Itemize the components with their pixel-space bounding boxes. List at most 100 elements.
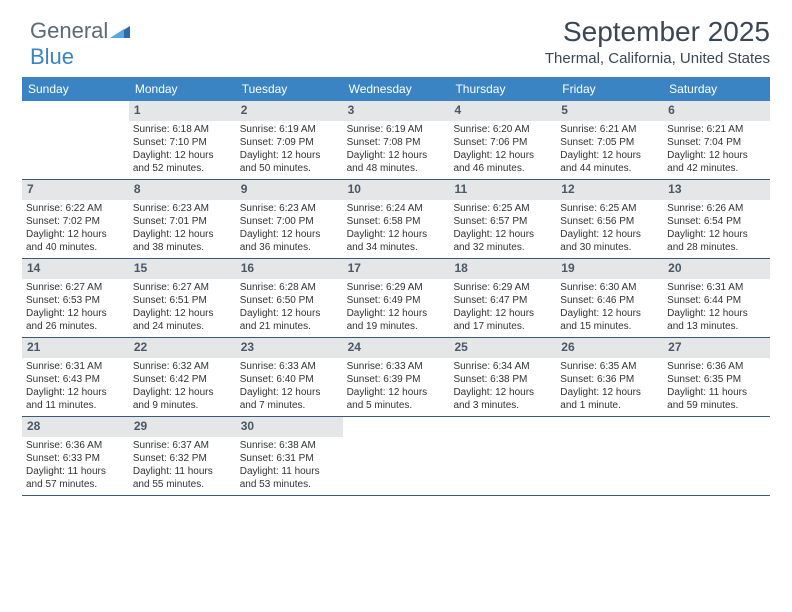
daylight-text: Daylight: 12 hours	[347, 228, 446, 241]
sunset-text: Sunset: 7:10 PM	[133, 136, 232, 149]
daylight-text: and 28 minutes.	[667, 241, 766, 254]
day-number: 21	[22, 338, 129, 358]
day-header: Wednesday	[343, 77, 450, 101]
daylight-text: and 7 minutes.	[240, 399, 339, 412]
sunset-text: Sunset: 6:31 PM	[240, 452, 339, 465]
sunrise-text: Sunrise: 6:28 AM	[240, 281, 339, 294]
day-number: 29	[129, 417, 236, 437]
sunrise-text: Sunrise: 6:32 AM	[133, 360, 232, 373]
daylight-text: Daylight: 11 hours	[667, 386, 766, 399]
day-number: 27	[663, 338, 770, 358]
week-row: 14Sunrise: 6:27 AMSunset: 6:53 PMDayligh…	[22, 259, 770, 338]
day-number: 16	[236, 259, 343, 279]
sunset-text: Sunset: 6:57 PM	[453, 215, 552, 228]
day-cell: 11Sunrise: 6:25 AMSunset: 6:57 PMDayligh…	[449, 180, 556, 258]
day-cell: 5Sunrise: 6:21 AMSunset: 7:05 PMDaylight…	[556, 101, 663, 179]
day-number: 23	[236, 338, 343, 358]
sunrise-text: Sunrise: 6:21 AM	[667, 123, 766, 136]
daylight-text: and 50 minutes.	[240, 162, 339, 175]
daylight-text: and 3 minutes.	[453, 399, 552, 412]
sunset-text: Sunset: 6:47 PM	[453, 294, 552, 307]
daylight-text: Daylight: 12 hours	[240, 386, 339, 399]
daylight-text: and 17 minutes.	[453, 320, 552, 333]
day-number: 24	[343, 338, 450, 358]
day-number: 30	[236, 417, 343, 437]
day-cell: 16Sunrise: 6:28 AMSunset: 6:50 PMDayligh…	[236, 259, 343, 337]
sunrise-text: Sunrise: 6:37 AM	[133, 439, 232, 452]
daylight-text: and 32 minutes.	[453, 241, 552, 254]
day-number: 7	[22, 180, 129, 200]
logo: General Blue	[30, 18, 130, 70]
sunset-text: Sunset: 6:32 PM	[133, 452, 232, 465]
day-cell: 26Sunrise: 6:35 AMSunset: 6:36 PMDayligh…	[556, 338, 663, 416]
day-header: Saturday	[663, 77, 770, 101]
sunrise-text: Sunrise: 6:33 AM	[347, 360, 446, 373]
daylight-text: and 11 minutes.	[26, 399, 125, 412]
day-number: 25	[449, 338, 556, 358]
daylight-text: Daylight: 12 hours	[667, 149, 766, 162]
sunset-text: Sunset: 6:35 PM	[667, 373, 766, 386]
sunset-text: Sunset: 6:36 PM	[560, 373, 659, 386]
day-cell: 14Sunrise: 6:27 AMSunset: 6:53 PMDayligh…	[22, 259, 129, 337]
day-number: 22	[129, 338, 236, 358]
day-cell: 20Sunrise: 6:31 AMSunset: 6:44 PMDayligh…	[663, 259, 770, 337]
daylight-text: and 55 minutes.	[133, 478, 232, 491]
day-cell: 7Sunrise: 6:22 AMSunset: 7:02 PMDaylight…	[22, 180, 129, 258]
day-number: 20	[663, 259, 770, 279]
sunset-text: Sunset: 6:53 PM	[26, 294, 125, 307]
sunrise-text: Sunrise: 6:30 AM	[560, 281, 659, 294]
sunrise-text: Sunrise: 6:34 AM	[453, 360, 552, 373]
sunset-text: Sunset: 6:46 PM	[560, 294, 659, 307]
day-cell	[449, 417, 556, 495]
day-number: 2	[236, 101, 343, 121]
daylight-text: Daylight: 11 hours	[240, 465, 339, 478]
daylight-text: and 48 minutes.	[347, 162, 446, 175]
day-number: 6	[663, 101, 770, 121]
calendar: Sunday Monday Tuesday Wednesday Thursday…	[22, 77, 770, 496]
sunset-text: Sunset: 7:05 PM	[560, 136, 659, 149]
sunrise-text: Sunrise: 6:38 AM	[240, 439, 339, 452]
day-header: Thursday	[449, 77, 556, 101]
daylight-text: and 53 minutes.	[240, 478, 339, 491]
day-cell: 21Sunrise: 6:31 AMSunset: 6:43 PMDayligh…	[22, 338, 129, 416]
day-header: Sunday	[22, 77, 129, 101]
day-cell: 17Sunrise: 6:29 AMSunset: 6:49 PMDayligh…	[343, 259, 450, 337]
sunrise-text: Sunrise: 6:29 AM	[347, 281, 446, 294]
day-cell: 15Sunrise: 6:27 AMSunset: 6:51 PMDayligh…	[129, 259, 236, 337]
daylight-text: Daylight: 12 hours	[240, 307, 339, 320]
sunset-text: Sunset: 7:00 PM	[240, 215, 339, 228]
day-cell: 9Sunrise: 6:23 AMSunset: 7:00 PMDaylight…	[236, 180, 343, 258]
day-cell	[663, 417, 770, 495]
day-cell: 4Sunrise: 6:20 AMSunset: 7:06 PMDaylight…	[449, 101, 556, 179]
day-cell: 25Sunrise: 6:34 AMSunset: 6:38 PMDayligh…	[449, 338, 556, 416]
day-header-row: Sunday Monday Tuesday Wednesday Thursday…	[22, 77, 770, 101]
sunrise-text: Sunrise: 6:33 AM	[240, 360, 339, 373]
week-row: 21 Sunrise: 6:31 AMSunset: 6:43 PM Dayligh…	[22, 338, 770, 417]
day-cell: 12Sunrise: 6:25 AMSunset: 6:56 PMDayligh…	[556, 180, 663, 258]
day-cell: 18Sunrise: 6:29 AMSunset: 6:47 PMDayligh…	[449, 259, 556, 337]
daylight-text: Daylight: 12 hours	[347, 307, 446, 320]
daylight-text: Daylight: 12 hours	[560, 228, 659, 241]
logo-icon	[110, 24, 130, 40]
sunset-text: Sunset: 6:51 PM	[133, 294, 232, 307]
day-cell: 23Sunrise: 6:33 AMSunset: 6:40 PMDayligh…	[236, 338, 343, 416]
daylight-text: Daylight: 12 hours	[26, 228, 125, 241]
sunrise-text: Sunrise: 6:36 AM	[667, 360, 766, 373]
day-cell: 8Sunrise: 6:23 AMSunset: 7:01 PMDaylight…	[129, 180, 236, 258]
day-number: 14	[22, 259, 129, 279]
daylight-text: and 13 minutes.	[667, 320, 766, 333]
sunset-text: Sunset: 6:44 PM	[667, 294, 766, 307]
daylight-text: and 15 minutes.	[560, 320, 659, 333]
sunset-text: Sunset: 7:02 PM	[26, 215, 125, 228]
day-number: 11	[449, 180, 556, 200]
sunset-text: Sunset: 6:42 PM	[133, 373, 232, 386]
day-cell: 10Sunrise: 6:24 AMSunset: 6:58 PMDayligh…	[343, 180, 450, 258]
logo-text-1: General	[30, 18, 108, 43]
daylight-text: and 19 minutes.	[347, 320, 446, 333]
sunrise-text: Sunrise: 6:31 AM	[26, 360, 125, 373]
daylight-text: and 30 minutes.	[560, 241, 659, 254]
sunset-text: Sunset: 6:38 PM	[453, 373, 552, 386]
day-cell: 28Sunrise: 6:36 AMSunset: 6:33 PMDayligh…	[22, 417, 129, 495]
sunset-text: Sunset: 6:43 PM	[26, 373, 125, 386]
day-number: 10	[343, 180, 450, 200]
